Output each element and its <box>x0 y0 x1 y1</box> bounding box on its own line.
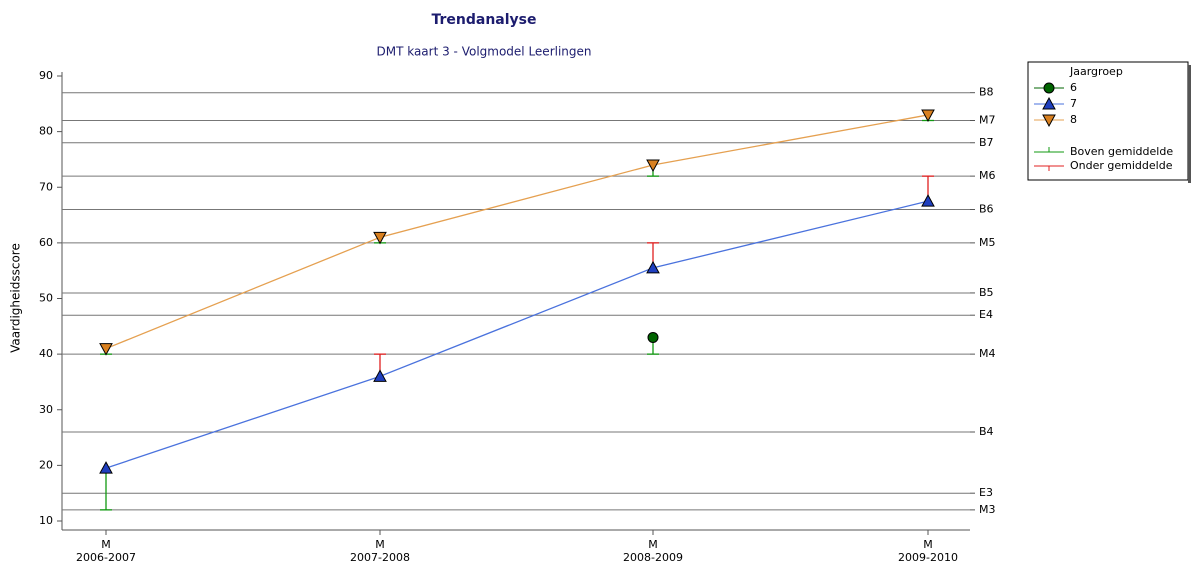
legend-label: 6 <box>1070 81 1077 94</box>
reference-label: B4 <box>979 425 994 438</box>
legend-label: 7 <box>1070 97 1077 110</box>
x-tick-sublabel: M <box>375 538 385 551</box>
chart-subtitle: DMT kaart 3 - Volgmodel Leerlingen <box>376 45 591 59</box>
legend-label: Onder gemiddelde <box>1070 159 1173 172</box>
y-tick-label: 60 <box>39 236 53 249</box>
x-tick-label: 2009-2010 <box>898 551 958 564</box>
y-tick-label: 40 <box>39 347 53 360</box>
marker <box>373 369 387 382</box>
reference-label: E4 <box>979 308 993 321</box>
reference-label: M3 <box>979 503 996 516</box>
x-tick-sublabel: M <box>101 538 111 551</box>
marker <box>646 159 660 173</box>
y-tick-label: 50 <box>39 292 53 305</box>
reference-label: B5 <box>979 286 994 299</box>
x-tick-sublabel: M <box>923 538 933 551</box>
x-tick-sublabel: M <box>648 538 658 551</box>
x-tick-label: 2007-2008 <box>350 551 410 564</box>
marker <box>646 260 660 274</box>
marker <box>99 343 113 356</box>
y-tick-label: 80 <box>39 125 53 138</box>
reference-label: M5 <box>979 236 996 249</box>
reference-label: M4 <box>979 347 996 360</box>
y-tick-label: 20 <box>39 458 53 471</box>
marker <box>1042 96 1056 110</box>
chart-title: Trendanalyse <box>431 12 536 28</box>
y-axis-label: Vaardigheidsscore <box>9 243 23 353</box>
legend-title: Jaargroep <box>1069 65 1123 78</box>
x-tick-label: 2006-2007 <box>76 551 136 564</box>
reference-label: B8 <box>979 86 994 99</box>
legend-label: Boven gemiddelde <box>1070 145 1173 158</box>
legend-label: 8 <box>1070 113 1077 126</box>
reference-label: B6 <box>979 203 994 216</box>
marker <box>921 194 935 207</box>
marker <box>373 231 387 245</box>
marker <box>1042 114 1056 128</box>
series-line <box>105 200 929 469</box>
reference-label: E3 <box>979 486 993 499</box>
y-tick-label: 10 <box>39 514 53 527</box>
legend-shadow <box>1188 65 1191 183</box>
x-tick-label: 2008-2009 <box>623 551 683 564</box>
y-tick-label: 30 <box>39 403 53 416</box>
reference-label: M6 <box>979 169 996 182</box>
marker <box>99 461 113 474</box>
y-tick-label: 70 <box>39 180 53 193</box>
y-tick-label: 90 <box>39 69 53 82</box>
marker <box>921 109 935 122</box>
marker <box>647 331 659 343</box>
reference-label: M7 <box>979 114 996 127</box>
legend-box <box>1027 61 1189 181</box>
series-line <box>105 114 929 350</box>
reference-label: B7 <box>979 136 994 149</box>
marker <box>1043 82 1055 94</box>
